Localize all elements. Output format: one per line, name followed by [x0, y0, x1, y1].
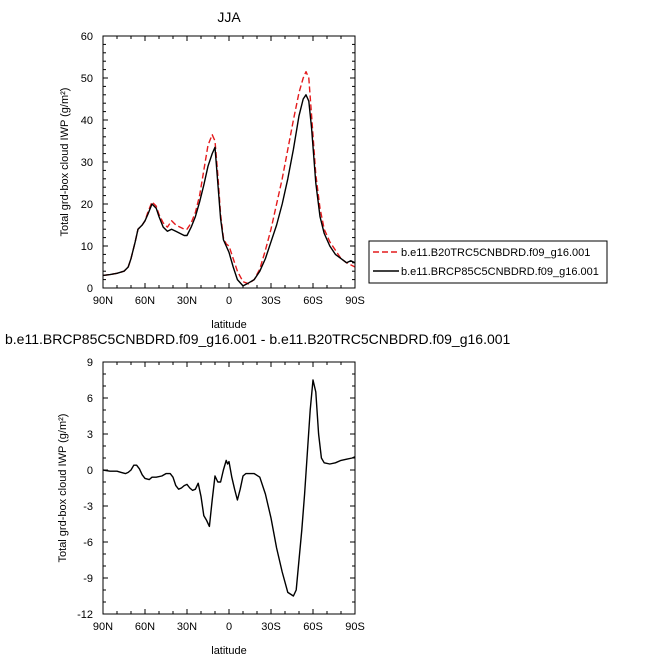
y-tick-label: -12 — [77, 609, 93, 621]
y-tick-label: 9 — [87, 357, 93, 369]
y-axis-label: Total grd-box cloud IWP (g/m²) — [59, 88, 71, 237]
legend: b.e11.B20TRC5CNBDRD.f09_g16.001 b.e11.BRC… — [368, 240, 608, 284]
chart-title: JJA — [217, 9, 241, 25]
series-line-1 — [102, 379, 356, 597]
series-line-2 — [102, 94, 356, 287]
x-tick-label: 30N — [177, 621, 197, 633]
plot-frame — [102, 361, 356, 615]
y-tick-label: 10 — [81, 241, 93, 253]
y-tick-label: 20 — [81, 199, 93, 211]
y-tick-label: 0 — [87, 283, 93, 295]
y-tick-label: -6 — [83, 537, 93, 549]
y-tick-label: -9 — [83, 573, 93, 585]
y-tick-label: 6 — [87, 393, 93, 405]
legend-box — [368, 240, 608, 284]
y-tick-label: 3 — [87, 429, 93, 441]
y-tick-label: 30 — [81, 157, 93, 169]
chart-title: b.e11.BRCP85C5CNBDRD.f09_g16.001 - b.e11… — [5, 331, 511, 347]
x-tick-label: 60N — [135, 621, 155, 633]
x-tick-label: 60N — [135, 295, 155, 307]
chart-2: b.e11.BRCP85C5CNBDRD.f09_g16.001 - b.e11… — [5, 331, 511, 657]
x-tick-label: 30N — [177, 295, 197, 307]
y-tick-label: -3 — [83, 501, 93, 513]
chart-1: JJA 90N 60N 30N 0 30S 60S 90S 0 10 20 30 40 50 60 latit… — [59, 9, 608, 331]
legend-label-2: b.e11.BRCP85C5CNBDRD.f09_g16.001 — [401, 266, 599, 278]
y-tick-label: 0 — [87, 465, 93, 477]
x-axis-label: latitude — [211, 319, 246, 331]
y-tick-label: 40 — [81, 115, 93, 127]
x-axis-label: latitude — [211, 645, 246, 657]
x-tick-label: 60S — [303, 621, 323, 633]
y-tick-label: 50 — [81, 73, 93, 85]
x-tick-label: 90N — [93, 295, 113, 307]
x-tick-label: 30S — [261, 621, 281, 633]
y-tick-label: 60 — [81, 31, 93, 43]
plot-frame — [102, 35, 356, 289]
x-tick-label: 0 — [226, 621, 232, 633]
x-tick-label: 0 — [226, 295, 232, 307]
x-tick-label: 60S — [303, 295, 323, 307]
y-axis-label: Total grd-box cloud IWP (g/m²) — [57, 414, 69, 563]
x-tick-label: 90S — [345, 621, 365, 633]
x-tick-label: 90N — [93, 621, 113, 633]
legend-label-1: b.e11.B20TRC5CNBDRD.f09_g16.001 — [401, 247, 590, 259]
x-tick-label: 30S — [261, 295, 281, 307]
x-tick-label: 90S — [345, 295, 365, 307]
